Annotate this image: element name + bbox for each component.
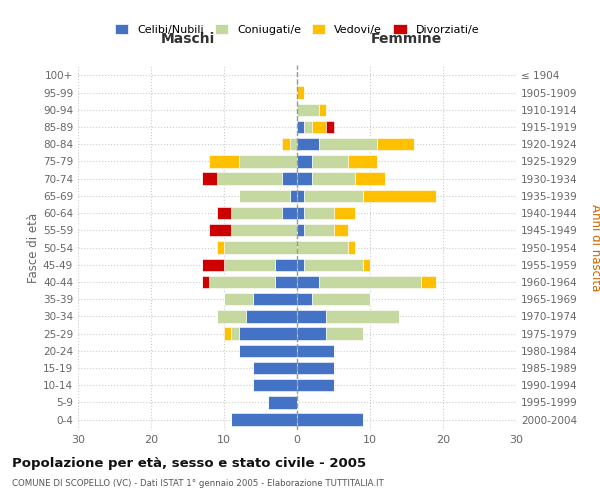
Bar [297, 293, 311, 306]
Bar [297, 242, 348, 254]
Bar [217, 207, 232, 220]
Bar [311, 155, 348, 168]
Bar [232, 224, 297, 236]
Bar [297, 121, 304, 133]
Bar [253, 293, 297, 306]
Bar [297, 207, 304, 220]
Bar [362, 190, 436, 202]
Text: Maschi: Maschi [160, 32, 215, 46]
Bar [304, 190, 362, 202]
Bar [253, 362, 297, 374]
Bar [283, 138, 290, 150]
Legend: Celibi/Nubili, Coniugati/e, Vedovi/e, Divorziati/e: Celibi/Nubili, Coniugati/e, Vedovi/e, Di… [110, 20, 484, 39]
Bar [224, 293, 253, 306]
Bar [334, 224, 348, 236]
Bar [311, 172, 355, 185]
Bar [311, 293, 370, 306]
Bar [283, 207, 297, 220]
Bar [326, 328, 362, 340]
Bar [232, 328, 239, 340]
Bar [297, 258, 304, 271]
Bar [232, 207, 283, 220]
Bar [232, 414, 297, 426]
Bar [217, 310, 246, 322]
Bar [326, 310, 399, 322]
Bar [311, 121, 326, 133]
Bar [319, 138, 377, 150]
Bar [239, 155, 297, 168]
Bar [239, 344, 297, 357]
Y-axis label: Fasce di età: Fasce di età [27, 212, 40, 282]
Bar [239, 190, 290, 202]
Bar [202, 258, 224, 271]
Bar [377, 138, 414, 150]
Bar [297, 328, 326, 340]
Bar [348, 155, 377, 168]
Y-axis label: Anni di nascita: Anni di nascita [589, 204, 600, 291]
Bar [297, 310, 326, 322]
Bar [319, 104, 326, 116]
Bar [246, 310, 297, 322]
Bar [209, 224, 232, 236]
Bar [217, 242, 224, 254]
Bar [275, 258, 297, 271]
Bar [209, 155, 239, 168]
Bar [362, 258, 370, 271]
Bar [297, 414, 362, 426]
Bar [224, 242, 297, 254]
Bar [355, 172, 385, 185]
Bar [326, 121, 334, 133]
Text: Femmine: Femmine [371, 32, 442, 46]
Bar [217, 172, 283, 185]
Bar [334, 207, 355, 220]
Bar [224, 258, 275, 271]
Bar [209, 276, 275, 288]
Bar [421, 276, 436, 288]
Bar [297, 86, 304, 99]
Bar [268, 396, 297, 408]
Bar [290, 138, 297, 150]
Bar [275, 276, 297, 288]
Bar [297, 379, 334, 392]
Bar [202, 276, 209, 288]
Bar [297, 344, 334, 357]
Bar [297, 362, 334, 374]
Bar [297, 138, 319, 150]
Text: Popolazione per età, sesso e stato civile - 2005: Popolazione per età, sesso e stato civil… [12, 458, 366, 470]
Bar [348, 242, 355, 254]
Bar [297, 172, 311, 185]
Bar [283, 172, 297, 185]
Bar [304, 258, 362, 271]
Bar [290, 190, 297, 202]
Bar [297, 276, 319, 288]
Bar [297, 190, 304, 202]
Bar [253, 379, 297, 392]
Text: COMUNE DI SCOPELLO (VC) - Dati ISTAT 1° gennaio 2005 - Elaborazione TUTTITALIA.I: COMUNE DI SCOPELLO (VC) - Dati ISTAT 1° … [12, 479, 384, 488]
Bar [297, 224, 304, 236]
Bar [304, 207, 334, 220]
Bar [304, 121, 311, 133]
Bar [297, 104, 319, 116]
Bar [239, 328, 297, 340]
Bar [224, 328, 232, 340]
Bar [319, 276, 421, 288]
Bar [297, 155, 311, 168]
Bar [202, 172, 217, 185]
Bar [304, 224, 334, 236]
